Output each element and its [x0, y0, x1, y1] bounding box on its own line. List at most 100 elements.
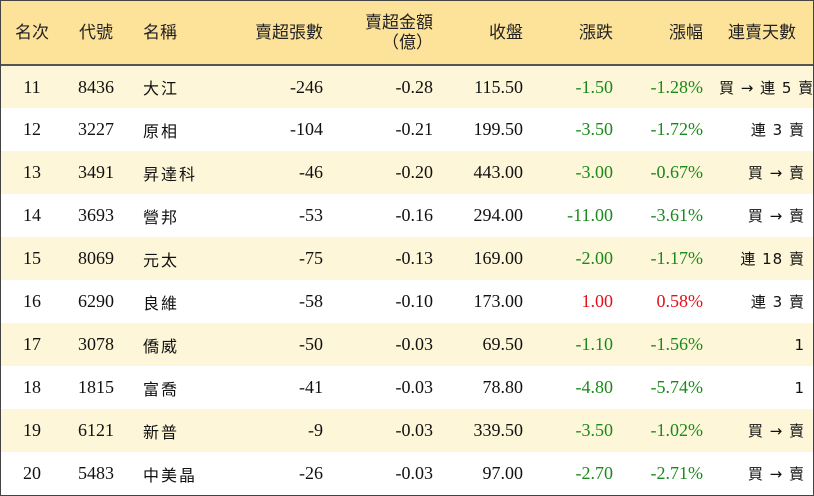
rank-cell: 14	[23, 205, 41, 225]
close-price-cell: 169.00	[473, 248, 524, 268]
header-rank: 名次	[15, 22, 49, 42]
close-price-cell: 443.00	[473, 162, 524, 182]
change-cell: -2.70	[575, 463, 614, 483]
net-sell-amount-cell: -0.21	[395, 119, 434, 139]
change-cell: -3.00	[575, 162, 614, 182]
table-row: 16 6290 良維 -58 -0.10 173.00 1.00 0.58% 連 3 賣	[1, 280, 813, 323]
table-row: 18 1815 富喬 -41 -0.03 78.80 -4.80 -5.74% 1	[1, 366, 813, 409]
change-cell: -1.50	[575, 76, 614, 97]
code-cell: 3693	[78, 205, 114, 225]
table-row: 15 8069 元太 -75 -0.13 169.00 -2.00 -1.17% 連 18 賣	[1, 237, 813, 280]
streak-cell: 買 → 賣	[747, 465, 805, 483]
change-cell: -1.10	[575, 334, 614, 354]
close-price-cell: 78.80	[482, 377, 524, 397]
table-row: 17 3078 僑威 -50 -0.03 69.50 -1.10 -1.56% 1	[1, 323, 813, 366]
name-cell: 元太	[143, 250, 180, 270]
net-sell-lots-cell: -41	[299, 377, 323, 397]
rank-cell: 12	[23, 119, 41, 139]
name-cell: 新普	[143, 422, 180, 442]
net-sell-amount-cell: -0.28	[395, 76, 434, 97]
code-cell: 6290	[78, 291, 114, 311]
change-cell: 1.00	[581, 291, 614, 311]
table-row: 13 3491 昇達科 -46 -0.20 443.00 -3.00 -0.67% 買 → 賣	[1, 151, 813, 194]
code-cell: 5483	[78, 463, 114, 483]
change-cell: -11.00	[567, 205, 613, 225]
change-pct-cell: -2.71%	[650, 463, 704, 483]
net-sell-amount-cell: -0.03	[395, 463, 434, 483]
close-price-cell: 339.50	[473, 420, 524, 440]
change-pct-cell: -3.61%	[650, 205, 704, 225]
rank-cell: 15	[23, 248, 41, 268]
net-sell-amount-cell: -0.16	[395, 205, 434, 225]
name-cell: 營邦	[143, 207, 180, 227]
name-cell: 良維	[143, 293, 180, 313]
table-row: 14 3693 營邦 -53 -0.16 294.00 -11.00 -3.61% 買 → 賣	[1, 194, 813, 237]
net-sell-amount-cell: -0.03	[395, 420, 434, 440]
close-price-cell: 294.00	[473, 205, 524, 225]
header-code: 代號	[79, 22, 113, 42]
table-row: 20 5483 中美晶 -26 -0.03 97.00 -2.70 -2.71% 買 → 賣	[1, 452, 813, 495]
header-net-sell-amount-label: 賣超金額	[365, 12, 433, 32]
rank-cell: 20	[23, 463, 41, 483]
net-sell-amount-cell: -0.03	[395, 334, 434, 354]
header-change-pct: 漲幅	[669, 22, 703, 42]
code-cell: 3078	[78, 334, 114, 354]
streak-cell: 買 → 連 5 賣	[719, 78, 814, 97]
close-price-cell: 199.50	[473, 119, 524, 139]
table-body: 11 8436 大江 -246 -0.28 115.50 -1.50 -1.28% 買 → 連 …	[1, 65, 813, 495]
name-cell: 僑威	[143, 336, 180, 356]
streak-cell: 買 → 賣	[747, 207, 805, 225]
name-cell: 原相	[143, 121, 180, 141]
header-streak: 連賣天數	[728, 22, 796, 42]
close-price-cell: 115.50	[474, 76, 523, 97]
code-cell: 3491	[78, 162, 114, 182]
change-pct-cell: -1.56%	[650, 334, 704, 354]
header-change: 漲跌	[579, 22, 613, 42]
net-sell-lots-cell: -53	[299, 205, 323, 225]
streak-cell: 買 → 賣	[747, 164, 805, 182]
net-sell-amount-cell: -0.10	[395, 291, 434, 311]
net-sell-lots-cell: -46	[299, 162, 323, 182]
net-sell-amount-cell: -0.13	[395, 248, 434, 268]
change-cell: -3.50	[575, 420, 614, 440]
streak-cell: 連 3 賣	[750, 121, 805, 139]
rank-cell: 18	[23, 377, 41, 397]
net-sell-lots-cell: -246	[290, 76, 323, 97]
header-close: 收盤	[489, 22, 523, 42]
rank-cell: 19	[23, 420, 41, 440]
change-pct-cell: 0.58%	[656, 291, 704, 311]
code-cell: 6121	[78, 420, 114, 440]
change-cell: -2.00	[575, 248, 614, 268]
net-sell-amount-cell: -0.03	[395, 377, 434, 397]
table-row: 12 3227 原相 -104 -0.21 199.50 -3.50 -1.72% 連 3 賣	[1, 108, 813, 151]
rank-cell: 13	[23, 162, 41, 182]
header-net-sell-amount: 賣超金額 （億）	[331, 1, 441, 65]
table-row: 11 8436 大江 -246 -0.28 115.50 -1.50 -1.28% 買 → 連 …	[1, 65, 813, 108]
change-cell: -3.50	[575, 119, 614, 139]
header-name: 名稱	[143, 22, 177, 42]
header-net-sell-amount-unit: （億）	[382, 32, 433, 52]
name-cell: 昇達科	[143, 164, 198, 184]
net-sell-lots-cell: -50	[299, 334, 323, 354]
change-pct-cell: -5.74%	[650, 377, 704, 397]
net-sell-lots-cell: -58	[299, 291, 323, 311]
net-sell-amount-cell: -0.20	[395, 162, 434, 182]
header-net-sell-lots: 賣超張數	[255, 22, 323, 42]
change-pct-cell: -0.67%	[650, 162, 704, 182]
code-cell: 8069	[78, 248, 114, 268]
rank-cell: 17	[23, 334, 41, 354]
change-pct-cell: -1.17%	[650, 248, 704, 268]
name-cell: 大江	[143, 79, 180, 98]
name-cell: 富喬	[143, 379, 180, 399]
change-cell: -4.80	[575, 377, 614, 397]
net-sell-lots-cell: -26	[299, 463, 323, 483]
code-cell: 1815	[78, 377, 114, 397]
change-pct-cell: -1.72%	[650, 119, 704, 139]
change-pct-cell: -1.02%	[650, 420, 704, 440]
streak-cell: 買 → 賣	[747, 422, 805, 440]
rank-cell: 16	[23, 291, 41, 311]
net-sell-lots-cell: -104	[290, 119, 323, 139]
code-cell: 8436	[78, 76, 114, 97]
